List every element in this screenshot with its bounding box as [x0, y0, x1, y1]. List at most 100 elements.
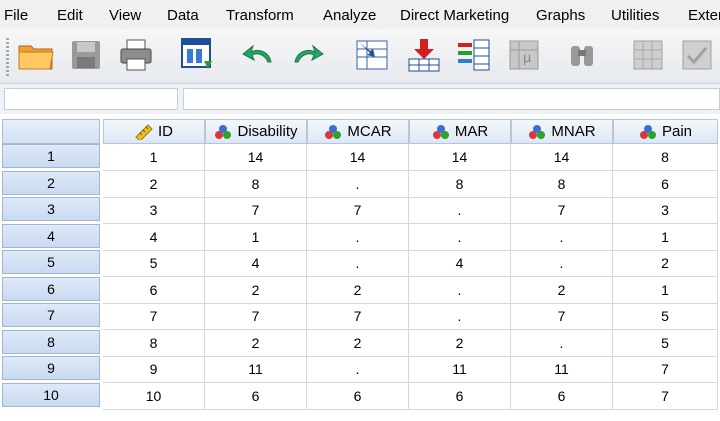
data-cell[interactable]: 2 [307, 277, 409, 304]
data-cell[interactable]: 11 [511, 356, 613, 383]
data-cell[interactable]: . [307, 356, 409, 383]
data-cell[interactable]: 8 [511, 171, 613, 198]
data-cell[interactable]: . [511, 330, 613, 357]
data-cell[interactable]: . [409, 303, 511, 330]
goto-case-icon[interactable] [352, 35, 392, 75]
data-cell[interactable]: 2 [613, 250, 718, 277]
row-header[interactable]: 1 [2, 144, 100, 168]
split-file-icon[interactable] [628, 35, 668, 75]
data-cell[interactable]: 7 [205, 303, 307, 330]
data-cell[interactable]: 6 [205, 383, 307, 410]
row-header[interactable]: 3 [2, 197, 100, 221]
data-cell[interactable]: 1 [613, 224, 718, 251]
data-cell[interactable]: 6 [103, 277, 205, 304]
data-cell[interactable]: 14 [409, 144, 511, 171]
find-icon[interactable] [562, 35, 602, 75]
data-cell[interactable]: 2 [511, 277, 613, 304]
data-cell[interactable]: 7 [307, 303, 409, 330]
data-cell[interactable]: 5 [103, 250, 205, 277]
cell-reference-field[interactable] [4, 88, 178, 110]
data-cell[interactable]: . [511, 250, 613, 277]
data-cell[interactable]: 7 [511, 197, 613, 224]
data-cell[interactable]: . [409, 277, 511, 304]
data-cell[interactable]: 3 [103, 197, 205, 224]
data-cell[interactable]: 1 [613, 277, 718, 304]
data-cell[interactable]: 6 [613, 171, 718, 198]
open-folder-icon[interactable] [16, 35, 56, 75]
column-header-pain[interactable]: Pain [613, 119, 718, 144]
data-cell[interactable]: 5 [613, 303, 718, 330]
menu-utilities[interactable]: Utilities [611, 7, 660, 24]
row-header[interactable]: 7 [2, 303, 100, 327]
undo-icon[interactable] [238, 35, 278, 75]
menu-file[interactable]: File [4, 7, 29, 24]
grid-corner[interactable] [2, 119, 100, 144]
row-header[interactable]: 5 [2, 250, 100, 274]
save-disk-icon[interactable] [66, 35, 106, 75]
data-cell[interactable]: . [409, 224, 511, 251]
data-cell[interactable]: 10 [103, 383, 205, 410]
menu-extensions[interactable]: Exter [688, 7, 720, 24]
data-cell[interactable]: 11 [409, 356, 511, 383]
select-cases-icon[interactable] [677, 35, 717, 75]
data-cell[interactable]: 8 [613, 144, 718, 171]
menu-view[interactable]: View [109, 7, 142, 24]
data-cell[interactable]: 8 [205, 171, 307, 198]
menu-direct-marketing[interactable]: Direct Marketing [400, 7, 510, 24]
data-cell[interactable]: 5 [613, 330, 718, 357]
data-cell[interactable]: 4 [205, 250, 307, 277]
column-header-mcar[interactable]: MCAR [307, 119, 409, 144]
data-cell[interactable]: 6 [409, 383, 511, 410]
column-header-disability[interactable]: Disability [205, 119, 307, 144]
row-header[interactable]: 2 [2, 171, 100, 195]
menu-data[interactable]: Data [167, 7, 199, 24]
column-header-mnar[interactable]: MNAR [511, 119, 613, 144]
insert-variable-icon[interactable] [454, 35, 494, 75]
insert-cases-icon[interactable] [404, 35, 444, 75]
data-cell[interactable]: . [307, 224, 409, 251]
row-header[interactable]: 8 [2, 330, 100, 354]
data-cell[interactable]: 2 [205, 277, 307, 304]
redo-icon[interactable] [288, 35, 328, 75]
row-header[interactable]: 10 [2, 383, 100, 407]
data-cell[interactable]: 14 [307, 144, 409, 171]
print-icon[interactable] [116, 35, 156, 75]
row-header[interactable]: 6 [2, 277, 100, 301]
data-cell[interactable]: 6 [511, 383, 613, 410]
data-cell[interactable]: 7 [511, 303, 613, 330]
data-cell[interactable]: . [511, 224, 613, 251]
column-header-mar[interactable]: MAR [409, 119, 511, 144]
data-cell[interactable]: 3 [613, 197, 718, 224]
data-cell[interactable]: 8 [409, 171, 511, 198]
data-cell[interactable]: 7 [307, 197, 409, 224]
data-cell[interactable]: 1 [205, 224, 307, 251]
menu-analyze[interactable]: Analyze [323, 7, 377, 24]
data-cell[interactable]: 14 [511, 144, 613, 171]
row-header[interactable]: 4 [2, 224, 100, 248]
data-cell[interactable]: 11 [205, 356, 307, 383]
data-cell[interactable]: 7 [205, 197, 307, 224]
data-cell[interactable]: 2 [307, 330, 409, 357]
data-cell[interactable]: 7 [613, 356, 718, 383]
data-cell[interactable]: 4 [409, 250, 511, 277]
variables-icon[interactable]: μ [504, 35, 544, 75]
data-cell[interactable]: 7 [103, 303, 205, 330]
menu-transform[interactable]: Transform [226, 7, 294, 24]
data-cell[interactable]: 14 [205, 144, 307, 171]
data-cell[interactable]: . [307, 171, 409, 198]
data-cell[interactable]: . [307, 250, 409, 277]
menu-graphs[interactable]: Graphs [536, 7, 586, 24]
row-header[interactable]: 9 [2, 356, 100, 380]
column-header-id[interactable]: ID [103, 119, 205, 144]
cell-value-field[interactable] [183, 88, 720, 110]
toolbar-grip[interactable] [6, 38, 9, 76]
data-cell[interactable]: . [409, 197, 511, 224]
data-cell[interactable]: 4 [103, 224, 205, 251]
data-cell[interactable]: 7 [613, 383, 718, 410]
data-cell[interactable]: 1 [103, 144, 205, 171]
menu-edit[interactable]: Edit [57, 7, 83, 24]
data-cell[interactable]: 2 [103, 171, 205, 198]
data-cell[interactable]: 2 [409, 330, 511, 357]
dialog-recall-icon[interactable] [178, 35, 218, 75]
data-cell[interactable]: 2 [205, 330, 307, 357]
